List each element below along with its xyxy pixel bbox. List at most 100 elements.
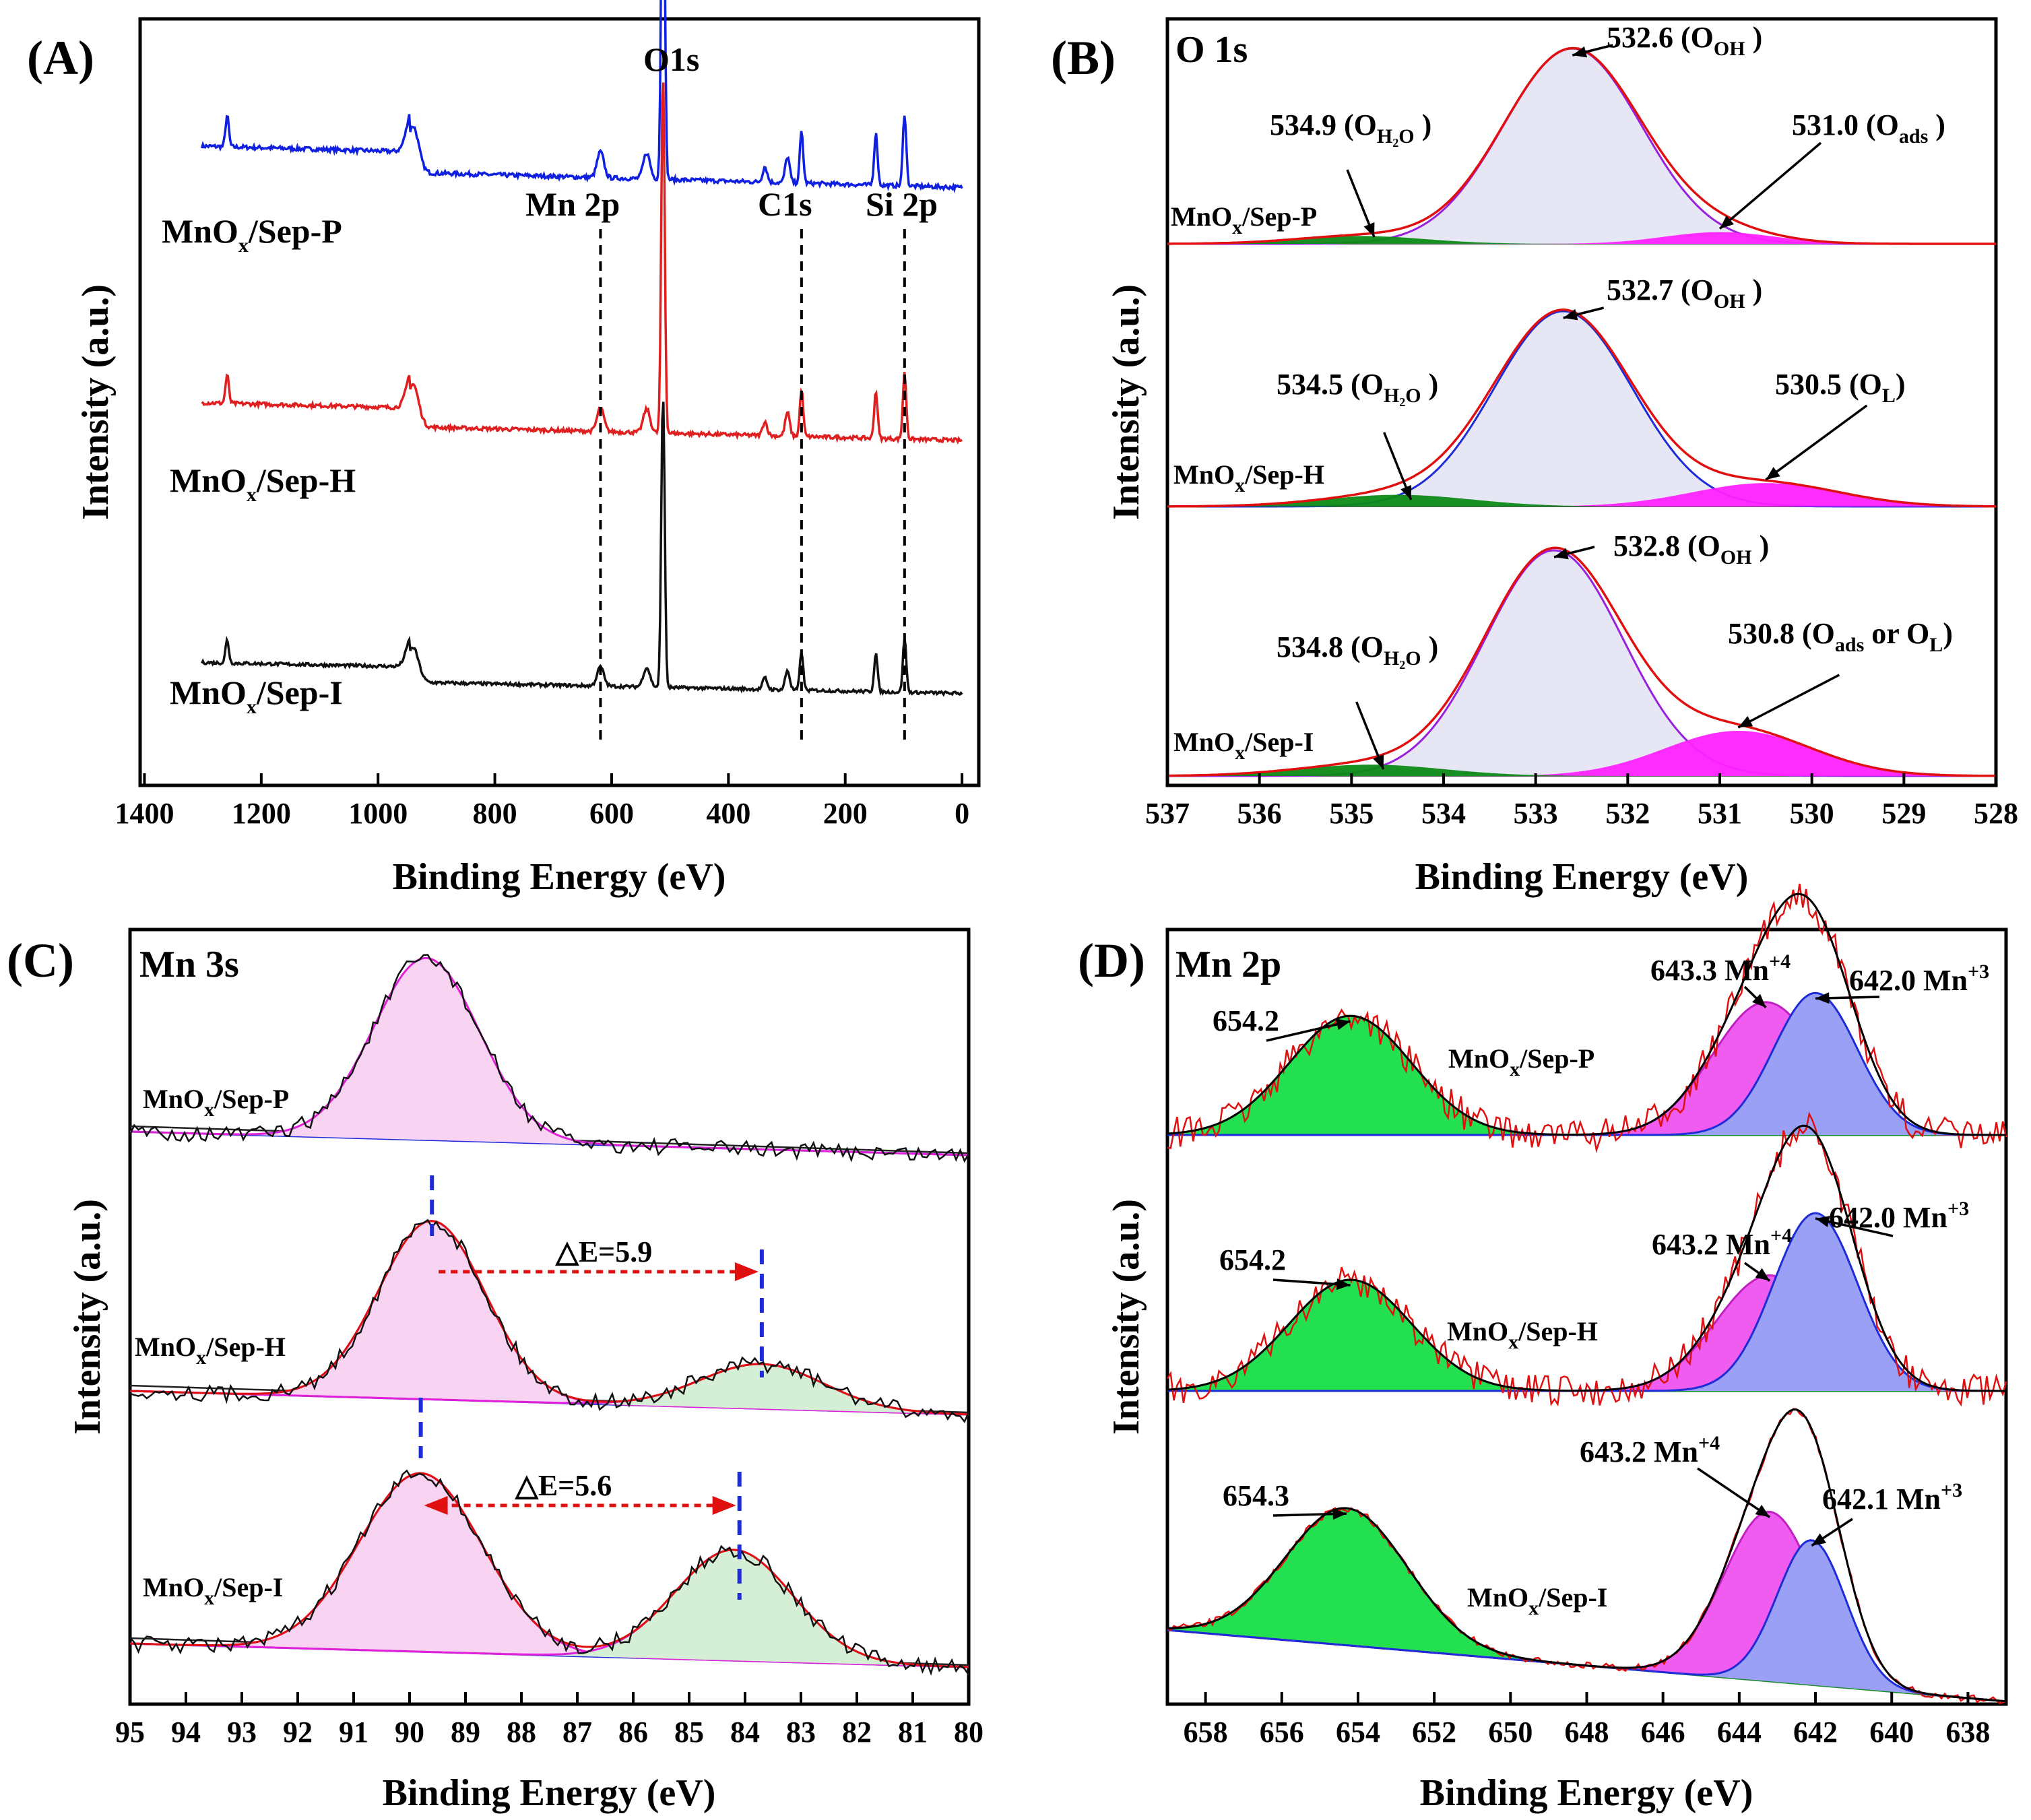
panel-b-component-fill bbox=[1167, 765, 1996, 776]
panel-b-arrow-line bbox=[1765, 404, 1868, 481]
panel-b-component-fill bbox=[1167, 311, 1996, 507]
panel-b-label-sep-h: MnOx/Sep-H bbox=[1173, 459, 1324, 496]
panel-a-ann-si2p: Si 2p bbox=[866, 185, 938, 223]
panel-a-trace-2 bbox=[201, 401, 963, 697]
panel-a-letter: (A) bbox=[27, 31, 94, 85]
panel-c-tick-label: 91 bbox=[339, 1716, 368, 1749]
panel-a-tick-label: 1200 bbox=[232, 797, 291, 830]
panel-a-ylabel: Intensity (a.u.) bbox=[75, 284, 117, 520]
panel-c-peak-fill bbox=[130, 958, 969, 1155]
panel-d-arrow-head bbox=[1335, 1018, 1351, 1031]
panel-b-arrow-head bbox=[1766, 467, 1780, 480]
panel-d-tick-label: 650 bbox=[1488, 1716, 1533, 1749]
panel-d-tick-label: 644 bbox=[1717, 1716, 1762, 1749]
panel-c-tick-label: 85 bbox=[674, 1716, 704, 1749]
panel-b-frame bbox=[1165, 17, 1998, 787]
panel-c-delta-i: △E=5.6 bbox=[515, 1469, 612, 1502]
panel-d-ann-i-0: 654.3 bbox=[1223, 1479, 1289, 1512]
panel-d-letter: (D) bbox=[1078, 934, 1145, 987]
panel-b-tick-label: 530 bbox=[1790, 797, 1834, 830]
panel-b-tick-label: 531 bbox=[1698, 797, 1742, 830]
panel-c-peak-line bbox=[129, 956, 969, 1157]
panel-c-peak-fill bbox=[130, 1221, 969, 1415]
panel-a-trace-0 bbox=[200, 0, 963, 193]
panel-b-tick-label: 532 bbox=[1605, 797, 1650, 830]
panel-c-ylabel: Intensity (a.u.) bbox=[67, 1199, 108, 1435]
panel-d-envelope bbox=[1167, 892, 2006, 1136]
panel-c-tick-label: 94 bbox=[171, 1716, 201, 1749]
panel-c-tick-label: 93 bbox=[227, 1716, 257, 1749]
panel-b-xlabel: Binding Energy (eV) bbox=[1415, 856, 1749, 898]
panel-d-tick-label: 658 bbox=[1184, 1716, 1228, 1749]
panel-d-label-sep-i: MnOx/Sep-I bbox=[1467, 1582, 1607, 1619]
panel-d-arrow-line bbox=[1697, 1467, 1771, 1518]
panel-b-envelope bbox=[1167, 308, 1996, 508]
panel-b-tick-label: 529 bbox=[1881, 797, 1926, 830]
panel-c-raw bbox=[129, 1469, 970, 1676]
panel-c-label-sep-h: MnOx/Sep-H bbox=[135, 1332, 286, 1369]
panel-d-arrow-head bbox=[1336, 1278, 1351, 1291]
panel-d-label-sep-h: MnOx/Sep-H bbox=[1447, 1316, 1598, 1353]
panel-c-frame bbox=[128, 928, 971, 1706]
panel-c-label-sep-p: MnOx/Sep-P bbox=[143, 1084, 289, 1121]
panel-c-tick-label: 88 bbox=[507, 1716, 536, 1749]
panel-b-component-fill bbox=[1167, 550, 1996, 776]
panel-b-tick-label: 534 bbox=[1421, 797, 1466, 830]
panel-b-component-fill bbox=[1167, 232, 1996, 244]
panel-c-tick-label: 84 bbox=[730, 1716, 760, 1749]
panel-b-component-fill bbox=[1167, 731, 1996, 776]
panel-c-raw bbox=[129, 1218, 970, 1424]
panel-b-component-fill bbox=[1167, 236, 1996, 244]
panel-c-tick-label: 86 bbox=[618, 1716, 648, 1749]
panel-d-peak-fill bbox=[1167, 1540, 2006, 1701]
panel-a-label-sep-h: MnOx/Sep-H bbox=[170, 461, 356, 506]
panel-d-raw bbox=[1167, 883, 2007, 1154]
panel-d-envelope bbox=[1167, 1408, 2007, 1703]
panel-b-ticks: 537 536 535 534 533 532 531 530 529 528 bbox=[1145, 773, 2018, 830]
panel-a-ann-o1s: O1s bbox=[643, 40, 699, 78]
panel-c-envelope bbox=[129, 1220, 969, 1416]
panel-b-ylabel: Intensity (a.u.) bbox=[1105, 284, 1147, 520]
panel-b-corner-label: O 1s bbox=[1175, 29, 1248, 71]
panel-d-tick-label: 648 bbox=[1565, 1716, 1609, 1749]
panel-d-ticks: 658 656 654 652 650 648 646 644 642 640 638 bbox=[1184, 1692, 1990, 1749]
panel-c-tick-label: 95 bbox=[115, 1716, 145, 1749]
panel-a-frame bbox=[138, 17, 981, 787]
panel-d-arrow-head bbox=[1755, 1268, 1770, 1281]
panel-d-arrow-head bbox=[1815, 992, 1830, 1004]
panel-b-arrow-line bbox=[1737, 674, 1840, 729]
panel-b-label-sep-p: MnOx/Sep-P bbox=[1171, 201, 1317, 238]
panel-c-tick-label: 82 bbox=[842, 1716, 872, 1749]
panel-d-peak-fill bbox=[1167, 1016, 2006, 1135]
panel-a-tick-label: 200 bbox=[823, 797, 868, 830]
panel-d-corner-label: Mn 2p bbox=[1175, 944, 1281, 985]
panel-c-tick-label: 83 bbox=[786, 1716, 816, 1749]
panel-a: (A) 1400 1200 1000 800 600 400 200 0 Binding En… bbox=[27, 0, 981, 898]
panel-d-ann-i-2: 642.1 Mn+3 bbox=[1822, 1479, 1962, 1516]
panel-b-ann-530-5: 530.5 (OL) bbox=[1775, 368, 1906, 407]
panel-b-arrow-head bbox=[1373, 754, 1384, 769]
panel-b-tick-label: 537 bbox=[1145, 797, 1190, 830]
panel-c-ticks: 95 94 93 92 91 90 89 88 87 86 85 84 83 82 81 80 bbox=[115, 1692, 984, 1749]
panel-b-tick-label: 536 bbox=[1237, 797, 1282, 830]
panel-b-arrow-head bbox=[1572, 46, 1588, 58]
panel-c-tick-label: 92 bbox=[283, 1716, 313, 1749]
panel-b-ann-532-6: 532.6 (OOH ) bbox=[1607, 21, 1762, 60]
panel-b-arrow-line bbox=[1718, 141, 1822, 230]
panel-a-trace-1 bbox=[201, 82, 963, 445]
panel-d-ann-p-2: 642.0 Mn+3 bbox=[1849, 961, 1989, 997]
panel-d-tick-label: 652 bbox=[1412, 1716, 1456, 1749]
panel-b: (B) 537 536 535 534 533 532 531 530 529 528 O 1s … bbox=[1051, 17, 2018, 898]
panel-d-tick-label: 656 bbox=[1260, 1716, 1304, 1749]
panel-d-tick-label: 654 bbox=[1336, 1716, 1380, 1749]
panel-c-raw bbox=[129, 954, 970, 1163]
panel-a-tick-label: 600 bbox=[589, 797, 634, 830]
panel-d-raw bbox=[1166, 1111, 2007, 1407]
panel-b-tick-label: 528 bbox=[1974, 797, 2018, 830]
panel-c-tick-label: 81 bbox=[898, 1716, 928, 1749]
panel-c-peak-line bbox=[129, 1220, 969, 1416]
panel-d-arrow-line bbox=[1266, 1020, 1351, 1042]
panel-d-tick-label: 638 bbox=[1945, 1716, 1990, 1749]
panel-b-ann-531-0: 531.0 (Oads ) bbox=[1792, 108, 1945, 148]
